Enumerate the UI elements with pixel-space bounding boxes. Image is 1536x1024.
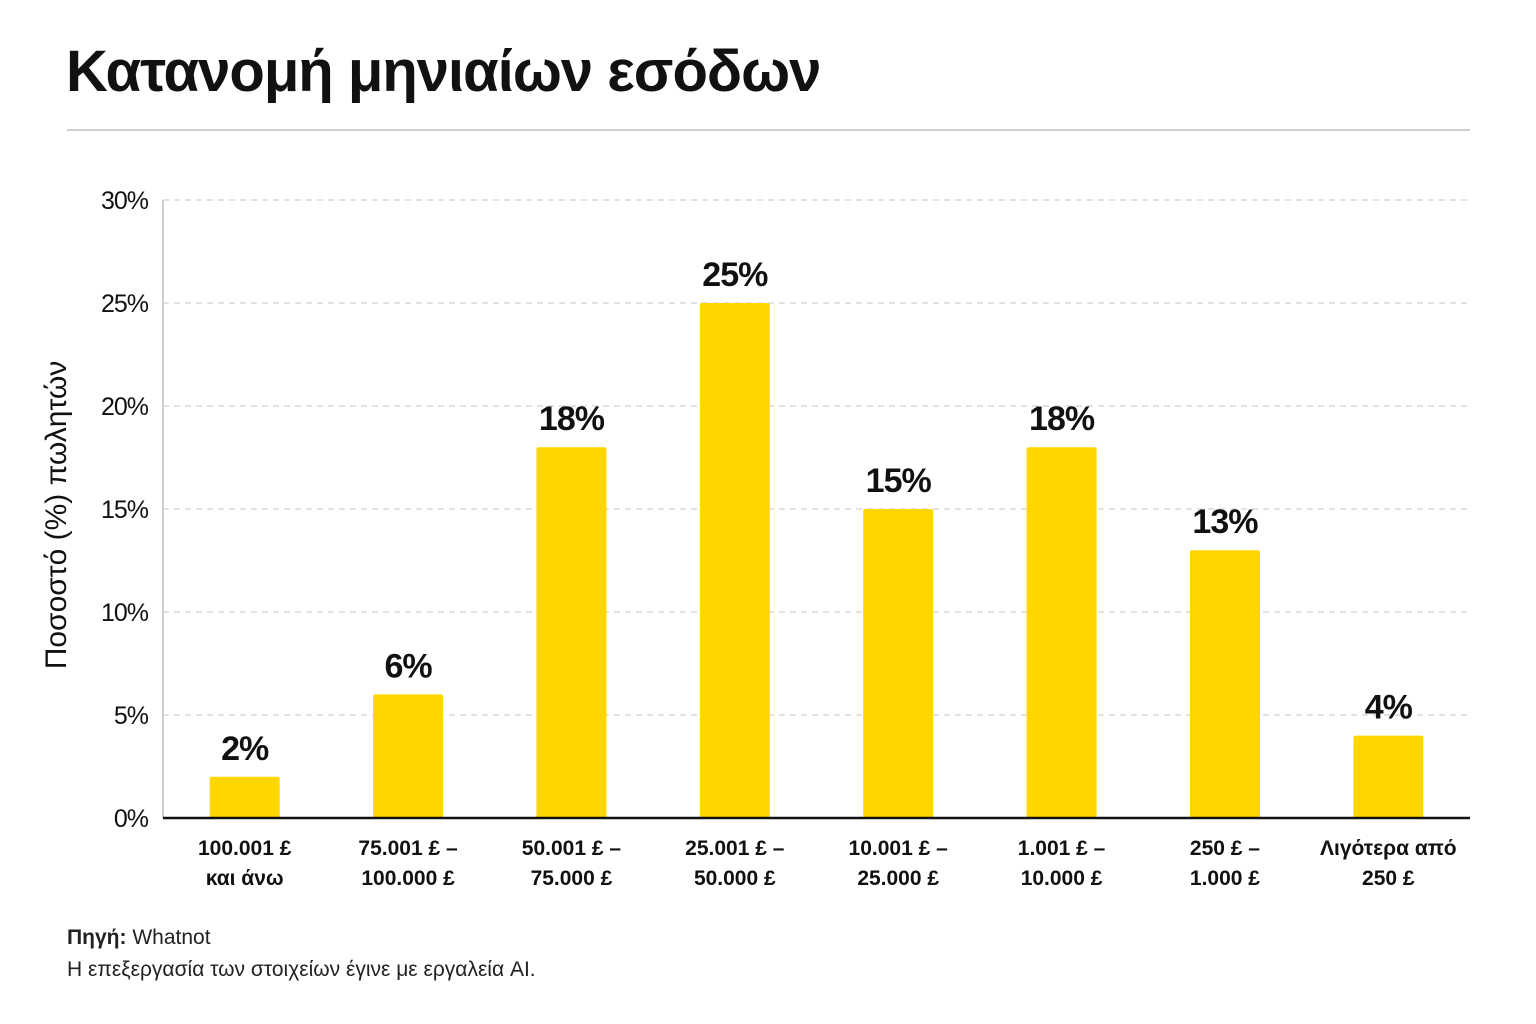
y-tick-label: 20% xyxy=(101,393,149,421)
y-tick-label: 10% xyxy=(101,599,149,627)
source-line: Πηγή: Whatnot xyxy=(67,922,536,954)
x-category-label: 250 £ – xyxy=(1190,837,1260,860)
y-tick-label: 15% xyxy=(101,496,149,524)
x-category-label: 10.001 £ – xyxy=(849,837,949,860)
bar xyxy=(373,694,444,818)
bar xyxy=(1353,735,1424,818)
x-category-label: 50.000 £ xyxy=(694,867,776,890)
x-category-label: 1.000 £ xyxy=(1190,867,1260,890)
bar xyxy=(863,509,934,818)
x-category-label: Λιγότερα από xyxy=(1320,837,1457,860)
y-tick-label: 30% xyxy=(101,187,149,215)
bar xyxy=(209,776,280,818)
bar-value-label: 15% xyxy=(866,462,932,500)
x-category-label: και άνω xyxy=(206,867,284,890)
x-category-label: 50.001 £ – xyxy=(522,837,622,860)
bar-value-label: 4% xyxy=(1365,689,1413,727)
chart-footer: Πηγή: Whatnot Η επεξεργασία των στοιχείω… xyxy=(67,922,536,986)
x-category-label: 250 £ xyxy=(1362,867,1415,890)
y-tick-label: 5% xyxy=(114,702,149,730)
bar xyxy=(699,303,770,818)
x-category-label: 1.001 £ – xyxy=(1018,837,1106,860)
bar-value-label: 18% xyxy=(539,400,605,438)
x-category-label: 75.000 £ xyxy=(531,867,613,890)
title-divider xyxy=(67,129,1470,131)
ai-note: Η επεξεργασία των στοιχείων έγινε με εργ… xyxy=(67,958,536,981)
bar-value-label: 13% xyxy=(1192,503,1258,541)
bar-value-label: 18% xyxy=(1029,400,1095,438)
y-axis-title: Ποσοστό (%) πωλητών xyxy=(40,361,73,670)
x-category-label: 25.001 £ – xyxy=(685,837,785,860)
y-tick-label: 0% xyxy=(114,805,149,833)
y-tick-label: 25% xyxy=(101,290,149,318)
x-category-label: 75.001 £ – xyxy=(358,837,458,860)
x-category-label: 100.001 £ xyxy=(198,837,292,860)
source-value: Whatnot xyxy=(132,926,211,949)
bar xyxy=(1189,550,1260,818)
bar-value-label: 6% xyxy=(384,647,432,685)
page-title: Κατανομή μηνιαίων εσόδων xyxy=(66,39,821,104)
source-label: Πηγή: xyxy=(67,926,127,949)
bar-value-label: 2% xyxy=(221,730,269,768)
bar xyxy=(536,447,607,818)
x-category-label: 25.000 £ xyxy=(857,867,939,890)
x-category-label: 10.000 £ xyxy=(1021,867,1103,890)
bar xyxy=(1026,447,1097,818)
bar-value-label: 25% xyxy=(702,256,768,294)
x-category-label: 100.000 £ xyxy=(361,867,455,890)
